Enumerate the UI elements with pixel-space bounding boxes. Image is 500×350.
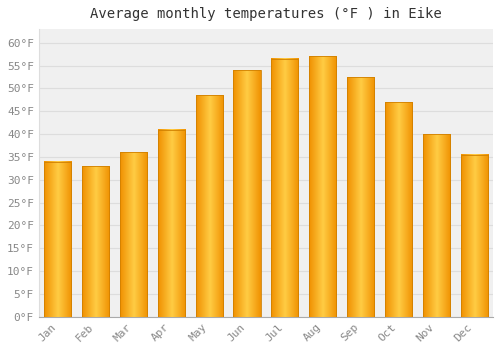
Bar xyxy=(422,134,450,317)
Bar xyxy=(309,56,336,317)
Bar xyxy=(271,59,298,317)
Bar xyxy=(158,130,185,317)
Bar xyxy=(460,155,488,317)
Bar xyxy=(234,70,260,317)
Title: Average monthly temperatures (°F ) in Eike: Average monthly temperatures (°F ) in Ei… xyxy=(90,7,442,21)
Bar xyxy=(44,161,72,317)
Bar xyxy=(82,166,109,317)
Bar xyxy=(196,95,223,317)
Bar xyxy=(120,152,147,317)
Bar xyxy=(385,102,412,317)
Bar xyxy=(347,77,374,317)
